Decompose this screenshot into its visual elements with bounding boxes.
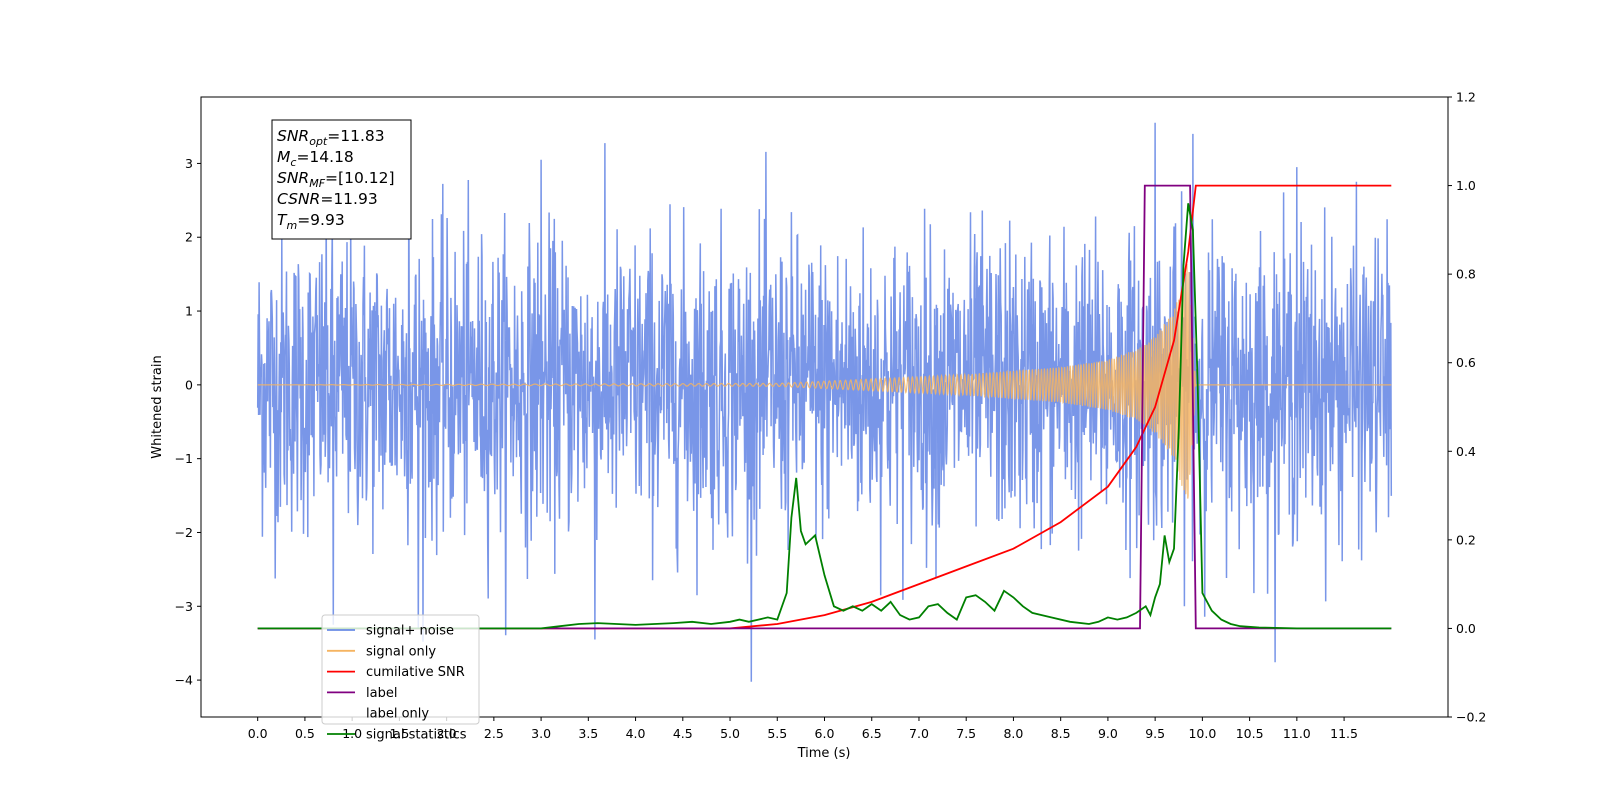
y-tick-label-right: 1.2 [1456,90,1476,105]
series-cumulative-snr-line [257,184,1392,630]
plot-area [256,122,1393,682]
legend-entry: cumilative SNR [366,665,465,680]
stats-line: SNRopt=11.83 [277,127,385,148]
x-tick-label: 4.5 [673,726,693,741]
x-tick-label: 0.0 [248,726,268,741]
y-tick-label-right: −0.2 [1456,710,1486,725]
y-tick-label-left: −4 [175,673,193,688]
x-tick-label: 10.0 [1188,726,1216,741]
y-tick-label-right: 0.4 [1456,444,1476,459]
x-tick-label: 3.0 [531,726,551,741]
x-tick-label: 11.0 [1283,726,1311,741]
legend-entry: label only [366,707,429,722]
y-tick-label-right: 0.2 [1456,532,1476,547]
x-tick-label: 7.5 [956,726,976,741]
stats-line: CSNR=11.93 [277,190,378,208]
legend-entry: signal only [366,644,436,659]
stats-line: Mc=14.18 [277,148,354,169]
x-tick-label: 7.0 [909,726,929,741]
x-tick-label: 6.0 [815,726,835,741]
legend-frame [321,614,480,725]
x-tick-label: 4.0 [626,726,646,741]
y-tick-label-right: 1.0 [1456,178,1476,193]
x-tick-label: 0.5 [295,726,315,741]
series-signal-only-line [257,263,1392,499]
y-tick-label-left: −3 [175,599,193,614]
x-tick-label: 8.0 [1003,726,1023,741]
x-tick-label: 1.5 [389,726,409,741]
axes-ticks: 0.0 0.5 1.0 1.5 2.0 2.5 3.0 3.5 4.0 4.5 5.0 5.5 6.0 6… [175,90,1487,742]
y-tick-label-left: 1 [185,304,193,319]
y-tick-label-left: 2 [185,230,193,245]
stats-annotation-box: SNRopt=11.83Mc=14.18SNRMF=[10.12]CSNR=11… [271,119,412,240]
y-tick-label-left: 3 [185,156,193,171]
x-tick-label: 3.5 [578,726,598,741]
x-tick-label: 8.5 [1051,726,1071,741]
x-tick-label: 2.0 [437,726,457,741]
legend-entry: signal+ noise [366,624,454,639]
x-tick-label: 9.5 [1145,726,1165,741]
series-signal-noise-line [256,122,1393,682]
y-tick-label-right: 0.8 [1456,267,1476,282]
y-tick-label-left: 0 [185,377,193,392]
y-axis-label-left: Whitened strain [150,355,165,458]
x-axis-label: Time (s) [797,746,851,761]
x-tick-label: 10.5 [1236,726,1264,741]
x-tick-label: 2.5 [484,726,504,741]
x-tick-label: 5.0 [720,726,740,741]
series-signal-statistics-line [257,203,1392,630]
stats-line: Tm=9.93 [277,211,345,232]
y-tick-label-left: −2 [175,525,193,540]
stats-box-frame [271,119,412,240]
y-tick-label-right: 0.0 [1456,621,1476,636]
x-tick-label: 5.5 [767,726,787,741]
legend-entry: label [366,686,397,701]
x-tick-label: 11.5 [1330,726,1358,741]
series-label-line [257,184,1392,630]
stats-line: SNRMF=[10.12] [277,169,395,190]
legend: signal+ noise signal only cumilative SNR la… [321,614,480,743]
y-tick-label-left: −1 [175,451,193,466]
legend-entry: signal statistics [366,728,467,743]
x-tick-label: 6.5 [862,726,882,741]
y-tick-label-right: 0.6 [1456,355,1476,370]
x-tick-label: 9.0 [1098,726,1118,741]
